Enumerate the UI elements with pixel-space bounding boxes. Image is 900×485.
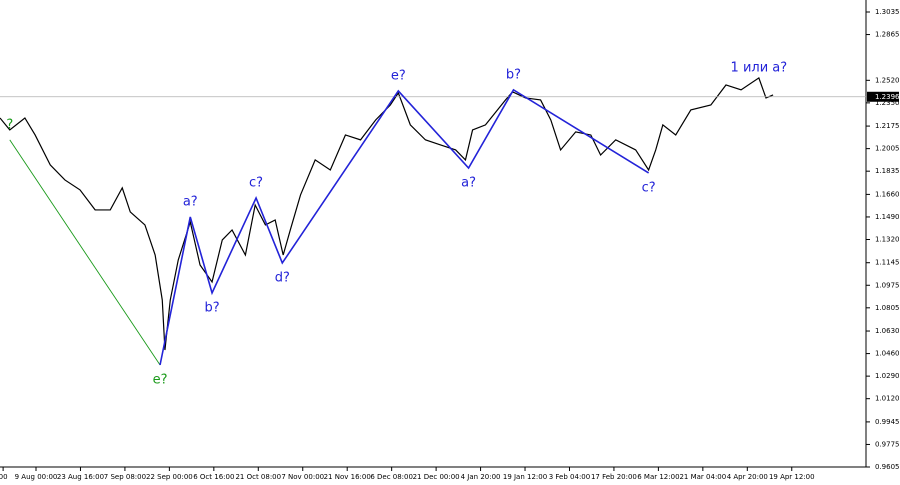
y-tick-label: 1.1320 (875, 236, 900, 244)
wave-label: ? (6, 117, 13, 132)
x-tick-label: 7 Nov 00:00 (281, 473, 324, 481)
y-tick-label: 1.3035 (875, 8, 900, 16)
x-tick-label: 23 Aug 16:00 (57, 473, 104, 481)
y-tick-label: 1.2865 (875, 31, 900, 39)
y-tick-label: 1.2520 (875, 76, 900, 84)
y-tick-label: 1.1145 (875, 259, 900, 267)
wave-label: c? (249, 175, 263, 190)
current-price-box (867, 91, 899, 102)
x-tick-label: 4 Jan 20:00 (461, 473, 501, 481)
y-tick-label: 1.1835 (875, 167, 900, 175)
y-tick-label: 1.0975 (875, 281, 900, 289)
y-tick-label: 1.2350 (875, 99, 900, 107)
x-tick-label: 21 Mar 04:00 (679, 473, 726, 481)
price-line (0, 76, 774, 351)
y-tick-label: 1.0460 (875, 350, 900, 358)
wave-label: b? (506, 67, 521, 82)
wave-label: d? (275, 270, 290, 285)
x-tick-label: 3 Feb 04:00 (549, 473, 590, 481)
wave-label: e? (391, 68, 406, 83)
y-tick-label: 1.0805 (875, 304, 900, 312)
wave-label: b? (204, 300, 219, 315)
wave-label: a? (461, 176, 476, 191)
y-tick-label: 1.2175 (875, 122, 900, 130)
y-tick-label: 1.1490 (875, 213, 900, 221)
current-price-label: 1.2396 (875, 93, 900, 101)
y-tick-label: 1.0630 (875, 327, 900, 335)
x-tick-label: 21 Nov 16:00 (324, 473, 371, 481)
x-tick-label: 17 Feb 20:00 (591, 473, 637, 481)
x-tick-label: 19 Apr 12:00 (769, 473, 815, 481)
y-tick-label: 0.9945 (875, 418, 900, 426)
x-tick-label: 6 Oct 16:00 (193, 473, 234, 481)
x-tick-label: 9 Aug 00:00 (15, 473, 58, 481)
y-tick-label: 1.0120 (875, 395, 900, 403)
wave-line (9, 139, 161, 366)
x-tick-label: 19 Jan 12:00 (503, 473, 547, 481)
y-tick-label: 1.0290 (875, 372, 900, 380)
y-tick-label: 0.9605 (875, 463, 900, 471)
annotation: 1 или a? (731, 60, 788, 75)
wave-line (159, 88, 650, 366)
x-tick-label: 00 (0, 473, 8, 481)
x-tick-label: 6 Mar 12:00 (637, 473, 679, 481)
wave-label: a? (183, 194, 198, 209)
x-tick-label: 22 Sep 00:00 (146, 473, 193, 481)
x-tick-label: 6 Dec 08:00 (370, 473, 413, 481)
x-tick-label: 4 Apr 20:00 (727, 473, 768, 481)
x-tick-label: 21 Oct 08:00 (235, 473, 281, 481)
y-tick-label: 1.1660 (875, 190, 900, 198)
x-tick-label: 7 Sep 08:00 (104, 473, 146, 481)
wave-label: c? (642, 180, 656, 195)
x-tick-label: 21 Dec 00:00 (413, 473, 460, 481)
y-tick-label: 0.9775 (875, 440, 900, 448)
wave-label: e? (153, 372, 168, 387)
y-tick-label: 1.2005 (875, 145, 900, 153)
